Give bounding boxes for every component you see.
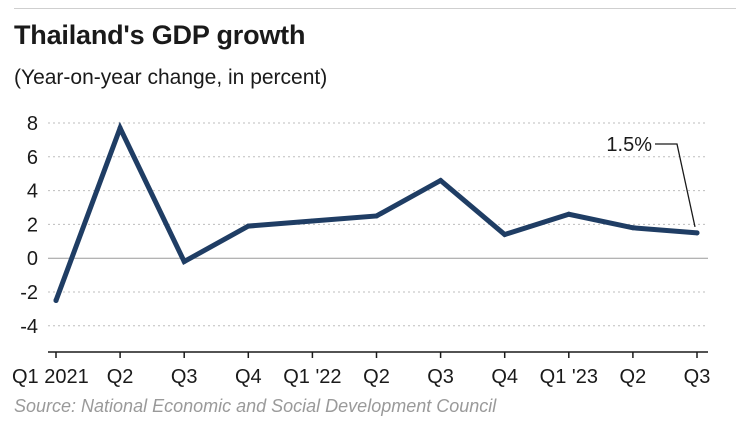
- y-tick-label: 2: [27, 214, 38, 236]
- data-point: [502, 232, 508, 238]
- data-point: [309, 218, 315, 224]
- x-tick-label: Q4: [235, 366, 262, 388]
- source-note: Source: National Economic and Social Dev…: [14, 396, 497, 416]
- x-tick-label: Q3: [171, 366, 198, 388]
- x-tick-label: Q2: [107, 366, 134, 388]
- y-tick-label: 4: [27, 181, 38, 203]
- data-point: [566, 211, 572, 217]
- data-point: [438, 177, 444, 183]
- data-point: [245, 223, 251, 229]
- x-tick-label: Q4: [491, 366, 518, 388]
- data-point: [630, 225, 636, 231]
- x-tick-label: Q2: [363, 366, 390, 388]
- chart-subtitle: (Year-on-year change, in percent): [14, 66, 328, 89]
- x-tick-label: Q1 '22: [283, 366, 341, 388]
- x-tick-label: Q1 2021: [12, 366, 89, 388]
- x-tick-label: Q2: [620, 366, 647, 388]
- y-tick-label: -2: [20, 282, 38, 304]
- annotation-label: 1.5%: [606, 134, 652, 156]
- data-point: [374, 213, 379, 219]
- top-rule: [14, 8, 736, 9]
- x-tick-label: Q1 '23: [540, 366, 598, 388]
- data-point: [117, 125, 123, 131]
- y-tick-label: 0: [27, 248, 38, 270]
- data-point: [181, 259, 187, 265]
- y-tick-label: 6: [27, 147, 38, 169]
- chart-title: Thailand's GDP growth: [14, 20, 306, 50]
- data-point: [694, 230, 700, 236]
- data-point: [53, 297, 59, 303]
- annotation-leader: [655, 143, 696, 227]
- x-tick-label: Q3: [427, 366, 454, 388]
- y-tick-label: 8: [27, 113, 38, 135]
- x-tick-label: Q3: [684, 366, 711, 388]
- y-tick-label: -4: [20, 316, 38, 338]
